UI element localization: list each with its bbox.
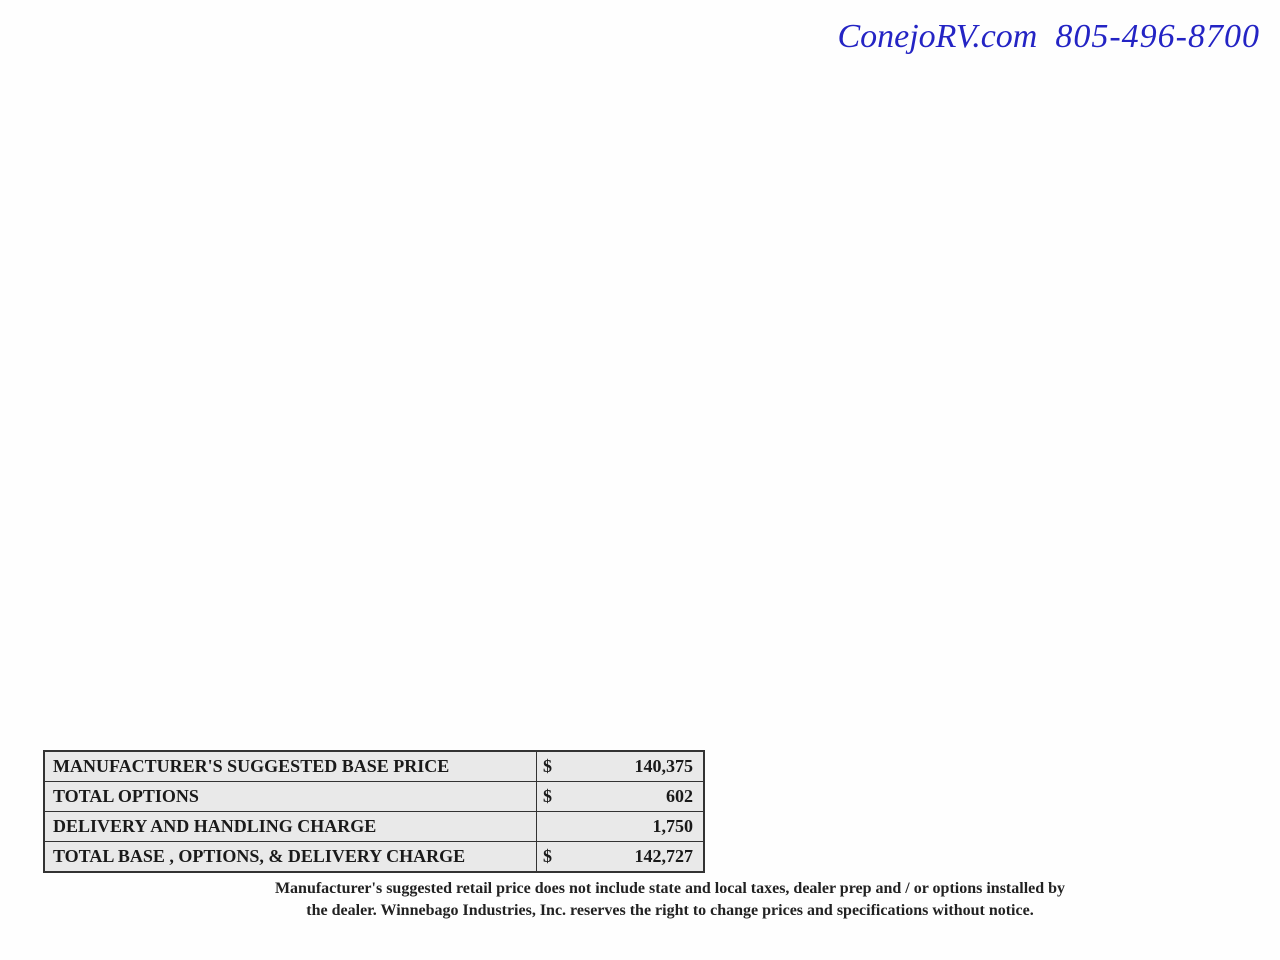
price-label: DELIVERY AND HANDLING CHARGE — [44, 812, 536, 842]
price-label: TOTAL OPTIONS — [44, 782, 536, 812]
table-row: TOTAL OPTIONS $ 602 — [44, 782, 704, 812]
currency-symbol: $ — [543, 846, 552, 867]
price-amount-cell: 1,750 — [536, 812, 704, 842]
currency-symbol: $ — [543, 786, 552, 807]
table-row: MANUFACTURER'S SUGGESTED BASE PRICE $ 14… — [44, 751, 704, 782]
dealer-watermark: ConejoRV.com 805-496-8700 — [837, 18, 1260, 56]
table-row: DELIVERY AND HANDLING CHARGE 1,750 — [44, 812, 704, 842]
price-amount-cell: $ 140,375 — [536, 751, 704, 782]
price-value: 1,750 — [653, 816, 694, 837]
price-value: 602 — [666, 786, 693, 807]
price-amount-cell: $ 602 — [536, 782, 704, 812]
currency-symbol: $ — [543, 756, 552, 777]
price-amount-cell: $ 142,727 — [536, 842, 704, 873]
dealer-phone: 805-496-8700 — [1055, 18, 1260, 56]
price-label: MANUFACTURER'S SUGGESTED BASE PRICE — [44, 751, 536, 782]
price-label: TOTAL BASE , OPTIONS, & DELIVERY CHARGE — [44, 842, 536, 873]
pricing-summary-table: MANUFACTURER'S SUGGESTED BASE PRICE $ 14… — [43, 750, 705, 873]
table-row: TOTAL BASE , OPTIONS, & DELIVERY CHARGE … — [44, 842, 704, 873]
disclaimer-line: the dealer. Winnebago Industries, Inc. r… — [306, 902, 1033, 919]
dealer-website: ConejoRV.com — [837, 18, 1037, 56]
disclaimer-line: Manufacturer's suggested retail price do… — [275, 880, 1065, 897]
pricing-disclaimer: Manufacturer's suggested retail price do… — [210, 878, 1130, 921]
price-value: 140,375 — [635, 756, 694, 777]
price-value: 142,727 — [635, 846, 694, 867]
